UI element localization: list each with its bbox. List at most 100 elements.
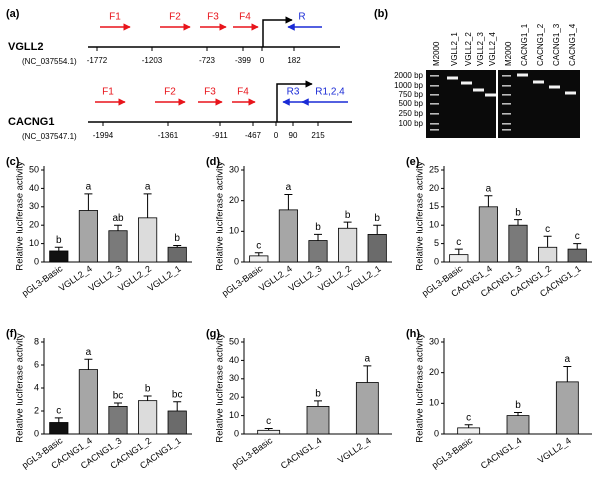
ladder-band — [430, 123, 439, 125]
error-bar — [114, 224, 122, 231]
y-tick-label: 30 — [29, 201, 39, 211]
lane-label: VGLL2_1 — [450, 32, 459, 66]
error-bar — [143, 193, 152, 218]
significance-letter: a — [486, 183, 492, 194]
position-label: -723 — [199, 56, 216, 65]
bar — [478, 206, 498, 263]
ladder-band — [430, 94, 439, 96]
y-tick-label: 20 — [429, 367, 439, 377]
error-bar — [264, 427, 273, 431]
ladder-label: 250 bp — [399, 109, 424, 118]
bar — [138, 400, 158, 435]
significance-letter: c — [575, 231, 580, 242]
bar — [508, 224, 528, 263]
x-tick-label: CACNG1_4 — [479, 435, 524, 470]
y-tick-label: 30 — [429, 336, 439, 346]
sample-band — [473, 88, 484, 92]
x-tick-label: VGLL2_1 — [346, 263, 383, 293]
panel-label: (d) — [206, 156, 220, 168]
position-label: 182 — [287, 56, 301, 65]
significance-letter: ab — [112, 213, 124, 224]
ladder-label: 100 bp — [399, 119, 424, 128]
y-tick-label: 6 — [34, 359, 39, 369]
position-label: -1361 — [158, 131, 179, 140]
sample-band — [485, 93, 496, 97]
significance-letter: b — [56, 235, 62, 246]
bar — [49, 422, 69, 435]
y-tick-label: 0 — [434, 428, 439, 438]
sample-band — [447, 76, 458, 80]
panel-label: (e) — [406, 156, 420, 168]
bar — [555, 381, 579, 435]
x-tick-label: pGL3-Basic — [230, 435, 275, 470]
ladder-band — [502, 113, 511, 115]
bar — [355, 382, 379, 435]
ladder-band — [502, 123, 511, 125]
primer-label: R1,2,4 — [315, 87, 345, 98]
bar — [78, 210, 98, 263]
bar — [306, 405, 330, 435]
y-tick-label: 0 — [434, 256, 439, 266]
error-bar — [543, 235, 552, 248]
y-axis-label: Relative luciferase activity — [215, 161, 226, 271]
y-axis-label: Relative luciferase activity — [15, 161, 26, 271]
primer-label: R — [298, 12, 305, 23]
position-label: -1203 — [142, 56, 163, 65]
y-axis-label: Relative luciferase activity — [415, 333, 426, 443]
y-tick-label: 50 — [229, 336, 239, 346]
lane-label: CACNG1_1 — [520, 23, 529, 66]
bar — [108, 230, 128, 263]
y-tick-label: 20 — [29, 220, 39, 230]
ladder-band — [502, 103, 511, 105]
significance-letter: c — [545, 224, 550, 235]
y-axis-label: Relative luciferase activity — [215, 333, 226, 443]
significance-letter: b — [174, 233, 180, 244]
ladder-band — [502, 75, 511, 77]
bar — [449, 254, 469, 263]
significance-letter: c — [266, 416, 271, 427]
bar — [78, 369, 98, 435]
lane-label: CACNG1_4 — [568, 23, 577, 66]
tss-arrow — [262, 16, 293, 47]
tss-arrow — [276, 80, 313, 122]
ladder-band — [430, 75, 439, 77]
ladder-band — [502, 94, 511, 96]
ladder-band — [502, 85, 511, 87]
primer-label: F1 — [109, 12, 121, 23]
accession: (NC_037554.1) — [22, 57, 77, 66]
panel-label: (c) — [6, 156, 20, 168]
y-tick-label: 20 — [229, 392, 239, 402]
significance-letter: c — [466, 412, 471, 423]
significance-letter: c — [256, 240, 261, 251]
significance-letter: a — [86, 347, 92, 358]
position-label: -1772 — [87, 56, 108, 65]
bar — [338, 227, 358, 263]
error-bar — [514, 412, 522, 416]
panel-label: (f) — [6, 328, 17, 340]
bar — [506, 415, 530, 435]
y-tick-label: 20 — [229, 195, 239, 205]
x-tick-label: pGL3-Basic — [220, 263, 265, 298]
ladder-band — [430, 129, 439, 131]
bar — [108, 405, 128, 435]
significance-letter: a — [86, 182, 92, 193]
panel-label: (g) — [206, 328, 220, 340]
error-bar — [464, 424, 473, 428]
ladder-label: 750 bp — [399, 90, 424, 99]
position-label: 90 — [289, 131, 298, 140]
position-label: 0 — [260, 56, 265, 65]
bar — [567, 248, 587, 263]
bar — [308, 240, 328, 263]
y-tick-label: 15 — [429, 201, 439, 211]
bar — [257, 429, 281, 435]
bar — [367, 233, 387, 263]
bar — [49, 250, 69, 263]
x-tick-label: CACNG1_4 — [279, 435, 324, 470]
ladder-band — [502, 129, 511, 131]
error-bar — [84, 193, 93, 211]
panel-label: (a) — [6, 8, 20, 20]
bar — [167, 246, 187, 263]
ladder-band — [430, 85, 439, 87]
y-axis-label: Relative luciferase activity — [15, 333, 26, 443]
error-bar — [514, 219, 522, 226]
